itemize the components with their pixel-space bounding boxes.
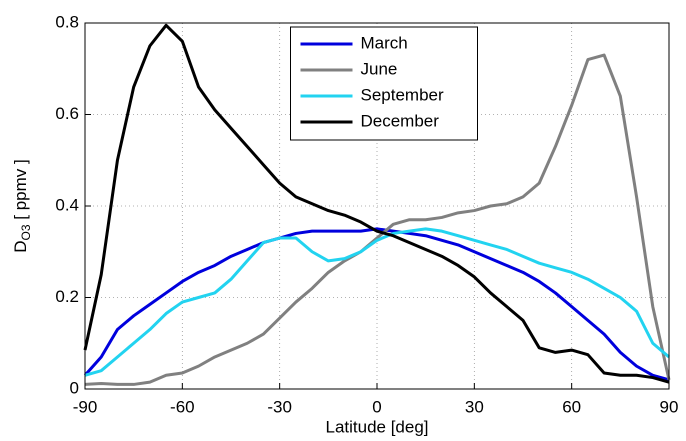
x-tick-label: 0 <box>372 397 381 416</box>
x-tick-label: 30 <box>465 397 484 416</box>
y-label-rest: [ ppmv ] <box>11 159 30 224</box>
y-tick-label: 0.6 <box>55 104 79 123</box>
x-tick-label: 60 <box>562 397 581 416</box>
legend-label: June <box>361 59 398 78</box>
line-series <box>83 227 670 382</box>
y-label-sub: O3 <box>19 224 33 240</box>
legend-label: March <box>361 33 408 52</box>
y-tick-label: 0.2 <box>55 287 79 306</box>
y-label-main: D <box>11 240 30 252</box>
x-tick-label: -90 <box>73 397 98 416</box>
line-series <box>84 53 671 386</box>
line-series <box>84 227 670 377</box>
x-axis-label: Latitude [deg] <box>325 417 428 436</box>
y-axis-label: DO3 [ ppmv ] <box>11 159 33 252</box>
legend: March June September December <box>290 26 478 141</box>
y-tick-label: 0.4 <box>55 195 79 214</box>
y-tick-label: 0.8 <box>55 12 79 31</box>
x-tick-label: -30 <box>267 397 292 416</box>
line-series <box>83 23 670 384</box>
y-tick-label: 0 <box>70 378 79 397</box>
legend-label: September <box>361 85 444 104</box>
plot-frame <box>84 22 670 390</box>
x-tick-label: 90 <box>660 397 679 416</box>
x-tick-label: -60 <box>170 397 195 416</box>
legend-label: December <box>361 111 440 130</box>
